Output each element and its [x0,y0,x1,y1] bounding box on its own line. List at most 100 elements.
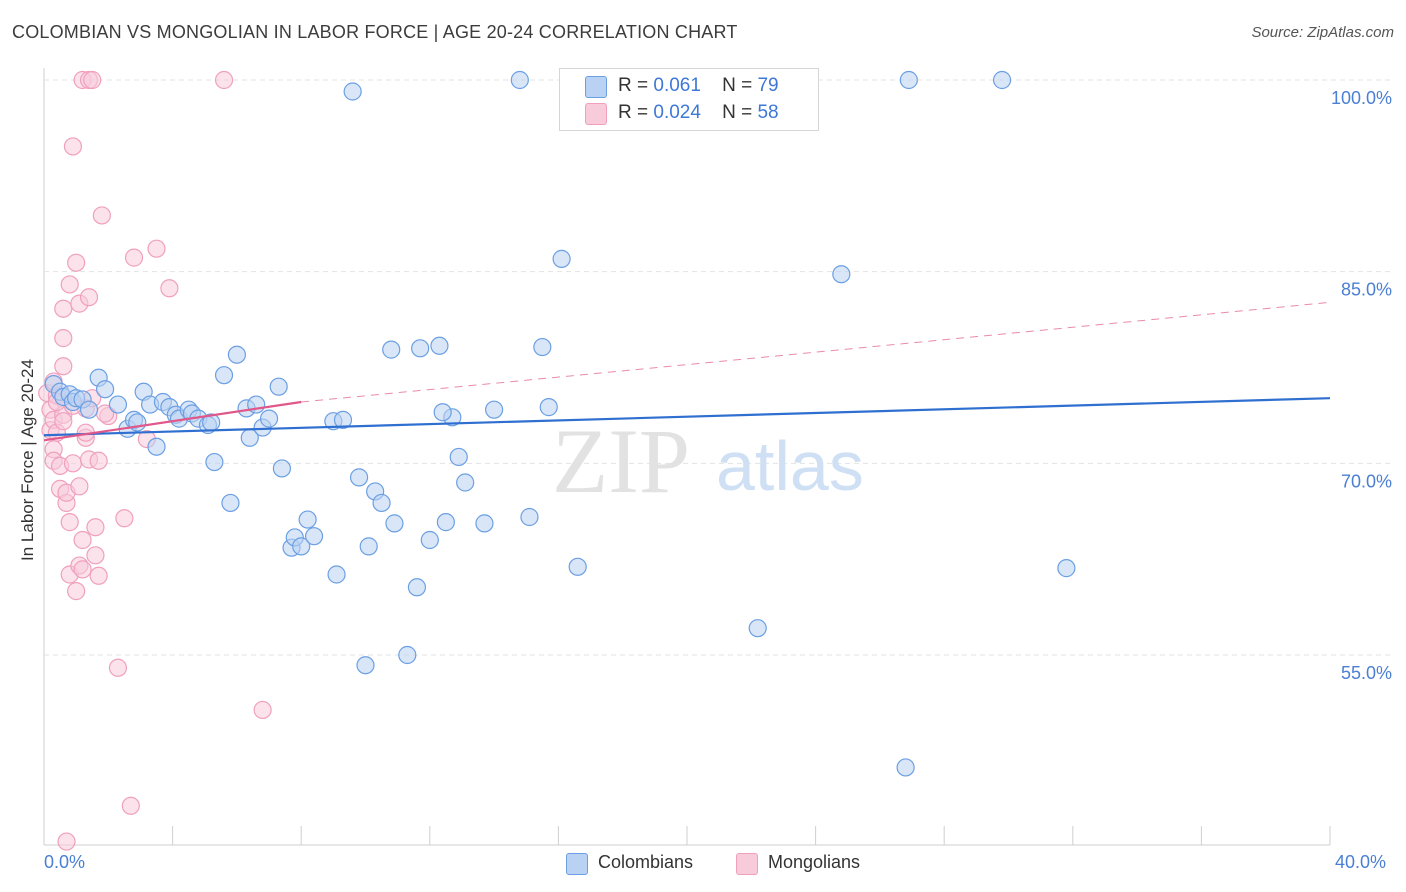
bottom-legend-mongolians: Mongolians [736,852,861,875]
point-colombians [79,400,99,419]
point-colombians [269,377,288,396]
point-mongolians [70,477,89,496]
point-colombians [327,565,346,584]
point-mongolians [67,582,86,601]
x-axis-ticks [172,826,1331,845]
point-colombians [539,398,558,417]
point-colombians [510,70,529,90]
point-mongolians [86,518,105,537]
point-colombians [449,447,468,467]
legend-r-value-mongolians: 0.024 [653,102,701,123]
point-colombians [456,473,475,492]
legend-r-label: R = [618,75,649,96]
point-mongolians [92,206,111,225]
point-mongolians [108,658,128,677]
point-mongolians [83,70,102,90]
point-colombians [552,249,571,268]
point-mongolians [73,530,92,550]
bottom-legend-colombians: Colombians [566,852,694,875]
point-colombians [385,514,404,533]
point-colombians [272,459,292,478]
watermark: ZIP atlas [552,410,864,512]
trend-extension-mongolians [301,301,1331,403]
legend-r-value-colombians: 0.061 [653,75,701,96]
point-mongolians [253,700,272,720]
point-colombians [398,645,417,665]
point-colombians [227,345,246,364]
legend-n-value-mongolians: 58 [757,102,779,123]
source-label: Source: ZipAtlas.com [1251,24,1394,41]
legend-n-label: N = [722,75,753,96]
point-mongolians [79,288,99,307]
legend-r-label: R = [618,102,649,123]
point-colombians [349,468,369,487]
point-colombians [356,656,375,675]
watermark-atlas: atlas [716,427,864,505]
trend-line-mongolians [43,400,302,442]
trend-line-colombians [43,397,1331,437]
y-tick-label: 70.0% [1341,471,1392,491]
point-mongolians [63,454,83,473]
point-colombians [748,619,767,638]
chart-title: COLOMBIAN VS MONGOLIAN IN LABOR FORCE | … [12,22,738,42]
point-colombians [259,409,279,428]
x-tick-label-max: 40.0% [1335,852,1387,872]
point-mongolians [60,513,79,532]
y-tick-label: 85.0% [1341,280,1392,300]
point-mongolians [89,451,108,470]
point-colombians [147,437,166,456]
bottom-legend-swatch-mongolians [736,853,758,875]
point-mongolians [73,560,92,579]
y-tick-label: 100.0% [1331,88,1392,108]
point-colombians [292,537,311,556]
point-colombians [304,527,324,546]
point-mongolians [160,279,179,298]
x-tick-label-min: 0.0% [44,852,86,872]
point-mongolians [67,253,86,272]
point-colombians [433,403,452,422]
point-colombians [1057,559,1076,578]
point-colombians [485,400,504,419]
point-colombians [420,530,439,550]
legend-n-value-colombians: 79 [757,75,779,96]
point-mongolians [54,329,73,348]
point-mongolians [54,299,73,318]
bottom-legend-swatch-colombians [566,853,588,875]
point-colombians [221,493,240,513]
point-colombians [436,513,455,532]
bottom-legend-label-colombians: Colombians [598,852,694,872]
legend-n-label: N = [722,102,753,123]
data-points [38,70,1076,851]
watermark-zip: ZIP [552,410,690,512]
point-mongolians [115,509,134,528]
point-mongolians [54,357,73,376]
point-colombians [411,339,430,358]
point-mongolians [63,137,83,156]
point-colombians [568,557,587,576]
point-colombians [430,336,449,355]
point-colombians [533,337,552,357]
point-colombians [520,507,539,527]
point-mongolians [124,248,144,267]
y-tick-label: 55.0% [1341,663,1392,683]
y-axis-title: In Labor Force | Age 20-24 [18,359,37,561]
point-colombians [899,70,918,90]
point-colombians [108,395,128,414]
legend-swatch-colombians [585,76,607,98]
point-mongolians [86,546,105,565]
point-mongolians [147,239,166,258]
point-mongolians [54,412,73,431]
point-colombians [992,70,1012,90]
trend-lines [43,301,1331,442]
point-colombians [298,510,317,529]
point-mongolians [214,70,234,90]
y-axis-tick-labels: 55.0% 70.0% 85.0% 100.0% [1331,88,1392,683]
point-colombians [382,340,401,359]
point-mongolians [89,566,108,585]
point-colombians [372,493,391,513]
point-colombians [214,366,234,385]
point-colombians [475,514,494,533]
bottom-legend-label-mongolians: Mongolians [768,852,861,872]
correlation-legend: R = 0.061 N = 79 R = 0.024 N = 58 [559,68,819,131]
